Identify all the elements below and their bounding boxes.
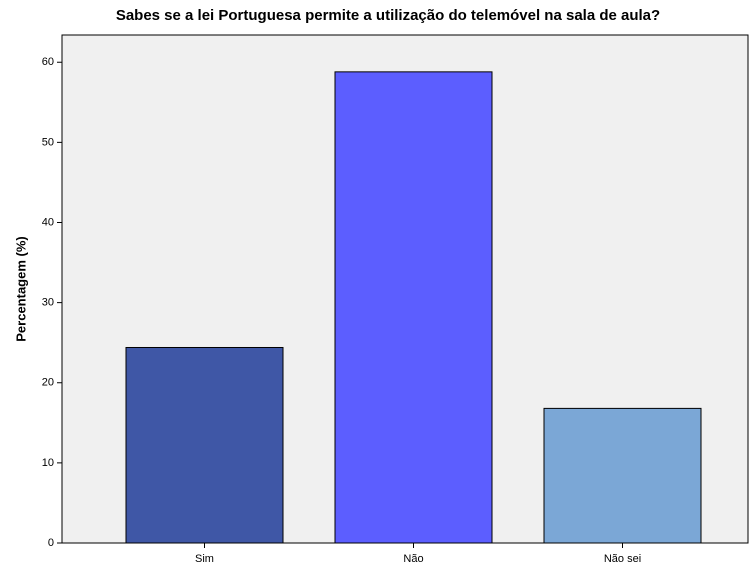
chart-title: Sabes se a lei Portuguesa permite a util…	[116, 7, 660, 24]
y-tick-label: 40	[42, 216, 54, 228]
bar	[543, 407, 702, 544]
y-tick-label: 10	[42, 457, 54, 469]
bar	[125, 346, 284, 544]
y-tick-label: 60	[42, 56, 54, 68]
y-tick-label: 0	[48, 537, 54, 549]
y-tick-label: 20	[42, 377, 54, 389]
x-tick-label: Sim	[195, 553, 214, 565]
x-tick-label: Não	[403, 553, 423, 565]
y-axis-label: Percentagem (%)	[13, 236, 28, 341]
y-tick-label: 50	[42, 136, 54, 148]
y-tick-label: 30	[42, 297, 54, 309]
bar	[334, 71, 493, 544]
x-tick-label: Não sei	[604, 553, 641, 565]
